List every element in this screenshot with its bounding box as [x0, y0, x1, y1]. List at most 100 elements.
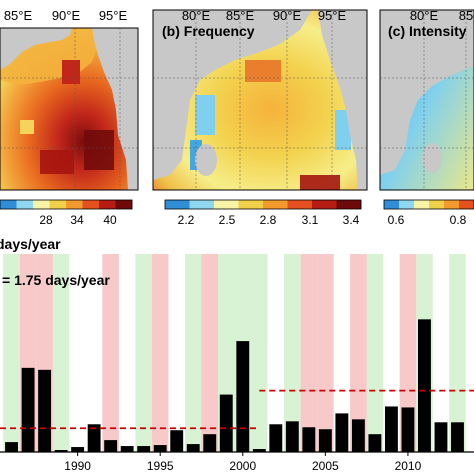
green-year-band [184, 254, 202, 452]
bar-2007 [351, 419, 365, 452]
colorbar-swatch [429, 200, 445, 209]
red-year-band [151, 254, 169, 452]
panel-a-lon-tick: 90°E [52, 8, 81, 23]
colorbar-swatch [66, 200, 83, 209]
bar-1989 [54, 450, 68, 452]
bar-1987 [21, 367, 35, 452]
bar-1998 [203, 434, 217, 452]
trend-annotation: = 1.75 days/year [2, 272, 110, 288]
y-axis-label: days/year [0, 236, 61, 252]
bar-2005 [318, 429, 332, 452]
colorbar-swatch [238, 200, 264, 209]
panel-c-title: (c) Intensity [388, 23, 467, 39]
bar-2010 [401, 407, 415, 452]
panel-a-lon-tick: 85°E [4, 8, 33, 23]
bar-2004 [302, 427, 316, 452]
colorbar-swatch [49, 200, 67, 209]
colorbar-swatch [33, 200, 50, 209]
colorbar-swatch [414, 200, 430, 209]
panel-b-lon-tick: 90°E [273, 8, 302, 23]
green-year-band [251, 254, 268, 452]
colorbar-swatch [384, 200, 400, 209]
green-year-band [449, 254, 466, 452]
bar-2002 [269, 424, 283, 452]
panel-a-lon-tick: 95°E [99, 8, 128, 23]
bar-chart: 1990 1995 2000 2005 2010 [0, 254, 474, 473]
colorbar-swatch [99, 200, 116, 209]
bar-1999 [219, 394, 233, 452]
x-tick-label: 2010 [395, 459, 422, 473]
colorbar-a [0, 199, 133, 210]
bar-1995 [153, 445, 167, 452]
map-panel-b [152, 9, 368, 191]
bar-1997 [186, 444, 200, 452]
green-year-band [366, 254, 384, 452]
colorbar-swatch [263, 200, 288, 209]
panel-b-lon-tick: 85°E [226, 8, 255, 23]
colorbar-swatch [214, 200, 239, 209]
green-year-band [284, 254, 301, 452]
colorbar-swatch [0, 200, 17, 209]
red-year-band [399, 254, 417, 452]
red-year-band [102, 254, 119, 452]
x-tick-label: 2000 [229, 459, 256, 473]
colorbar-swatch [287, 200, 313, 209]
bar-2006 [335, 413, 349, 452]
bar-1992 [104, 440, 118, 452]
bar-2011 [418, 319, 431, 452]
colorbar-b [164, 199, 362, 210]
colorbar-b-tick: 2.8 [260, 213, 277, 227]
green-year-band [52, 254, 70, 452]
map-panel-c [379, 9, 474, 191]
colorbar-swatch [165, 200, 190, 209]
colorbar-swatch [189, 200, 215, 209]
red-year-band [350, 254, 367, 452]
colorbar-swatch [16, 200, 34, 209]
green-year-band [3, 254, 20, 452]
green-year-band [135, 254, 152, 452]
colorbar-swatch [312, 200, 337, 209]
bar-1994 [137, 446, 151, 452]
bar-2003 [285, 421, 299, 452]
colorbar-swatch [444, 200, 460, 209]
bar-2001 [252, 449, 266, 452]
colorbar-a-tick: 40 [103, 213, 117, 227]
panel-b-title: (b) Frequency [162, 23, 255, 39]
colorbar-a-tick: 34 [70, 213, 84, 227]
colorbar-b-tick: 3.4 [343, 213, 360, 227]
colorbar-swatch [82, 200, 100, 209]
bar-1988 [38, 369, 52, 452]
map-panel-a [0, 27, 139, 191]
colorbar-b-tick: 2.5 [219, 213, 236, 227]
colorbar-c-tick: 0.6 [388, 213, 405, 227]
bar-2009 [384, 406, 398, 452]
bar-2012 [434, 422, 448, 452]
bar-1996 [170, 430, 184, 452]
bar-2008 [368, 434, 382, 452]
colorbar-c-tick: 0.8 [450, 213, 467, 227]
panel-b-lon-tick: 95°E [318, 8, 347, 23]
red-year-band [317, 254, 334, 452]
colorbar-a-tick: 28 [39, 213, 53, 227]
bar-2000 [236, 341, 250, 452]
colorbar-b-tick: 2.2 [178, 213, 195, 227]
x-tick-label: 1995 [147, 459, 174, 473]
colorbar-swatch [459, 200, 474, 209]
colorbar-b-tick: 3.1 [302, 213, 319, 227]
bar-2013 [451, 422, 464, 452]
colorbar-swatch [399, 200, 415, 209]
bar-1991 [87, 424, 101, 452]
panel-c-lon-tick: 80°E [410, 8, 439, 23]
panel-b-lon-tick: 80°E [182, 8, 211, 23]
x-tick-label: 1990 [64, 459, 91, 473]
panel-c-lon-tick: 85 [459, 8, 473, 23]
bar-1993 [120, 446, 134, 452]
bar-1990 [71, 447, 85, 452]
colorbar-swatch [115, 200, 133, 209]
bar-1986 [5, 442, 19, 452]
red-year-band [300, 254, 318, 452]
red-year-band [201, 254, 219, 452]
colorbar-c [383, 199, 474, 210]
x-tick-label: 2005 [312, 459, 339, 473]
colorbar-swatch [336, 200, 362, 209]
